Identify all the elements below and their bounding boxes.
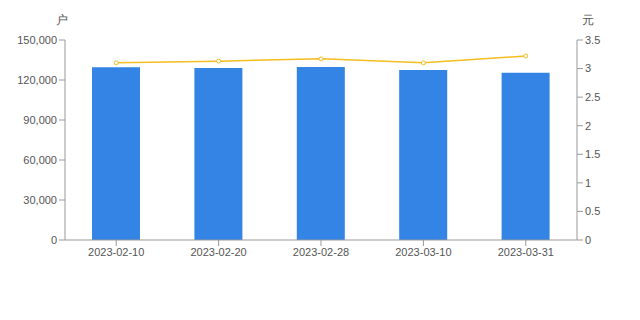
svg-text:2023-02-20: 2023-02-20 [190,246,246,258]
svg-text:2023-03-31: 2023-03-31 [498,246,554,258]
svg-text:1: 1 [585,177,591,189]
svg-text:60,000: 60,000 [23,154,57,166]
svg-text:1.5: 1.5 [585,148,600,160]
svg-text:2.5: 2.5 [585,91,600,103]
svg-text:0: 0 [585,234,591,246]
svg-text:0.5: 0.5 [585,205,600,217]
svg-text:2023-02-10: 2023-02-10 [88,246,144,258]
html-text:元: 元 [582,13,594,27]
svg-text:2023-03-10: 2023-03-10 [395,246,451,258]
svg-text:3.5: 3.5 [585,34,600,46]
svg-text:120,000: 120,000 [17,74,57,86]
svg-text:0: 0 [51,234,57,246]
svg-text:2: 2 [585,120,591,132]
svg-text:150,000: 150,000 [17,34,57,46]
svg-text:90,000: 90,000 [23,114,57,126]
html-text:户: 户 [56,13,68,27]
svg-text:3: 3 [585,62,591,74]
svg-text:30,000: 30,000 [23,194,57,206]
svg-text:2023-02-28: 2023-02-28 [293,246,349,258]
